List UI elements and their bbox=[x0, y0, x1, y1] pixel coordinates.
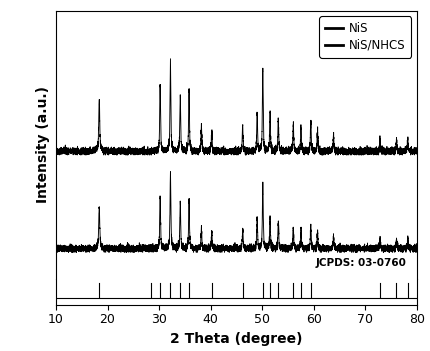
NiS bbox=[283, 147, 288, 152]
NiS/NHCS bbox=[71, 246, 77, 250]
NiS bbox=[57, 153, 62, 157]
Legend: NiS, NiS/NHCS: NiS, NiS/NHCS bbox=[319, 16, 411, 58]
NiS bbox=[168, 57, 173, 61]
Line: NiS/NHCS: NiS/NHCS bbox=[56, 172, 417, 252]
NiS/NHCS bbox=[415, 245, 420, 250]
NiS bbox=[267, 119, 272, 124]
NiS/NHCS bbox=[283, 247, 288, 251]
NiS bbox=[341, 152, 346, 156]
NiS/NHCS bbox=[168, 170, 173, 174]
NiS bbox=[184, 147, 189, 151]
NiS bbox=[415, 146, 420, 150]
NiS bbox=[71, 149, 77, 153]
Y-axis label: Intensity (a.u.): Intensity (a.u.) bbox=[37, 86, 50, 203]
NiS/NHCS bbox=[321, 247, 326, 251]
NiS bbox=[53, 148, 58, 153]
NiS bbox=[321, 149, 326, 153]
NiS/NHCS bbox=[341, 247, 346, 251]
NiS/NHCS bbox=[55, 250, 60, 254]
NiS/NHCS bbox=[53, 244, 58, 248]
NiS/NHCS bbox=[267, 224, 272, 228]
NiS/NHCS bbox=[184, 244, 189, 248]
X-axis label: 2 Theta (degree): 2 Theta (degree) bbox=[170, 332, 303, 346]
Line: NiS: NiS bbox=[56, 59, 417, 155]
Text: JCPDS: 03-0760: JCPDS: 03-0760 bbox=[315, 258, 406, 268]
